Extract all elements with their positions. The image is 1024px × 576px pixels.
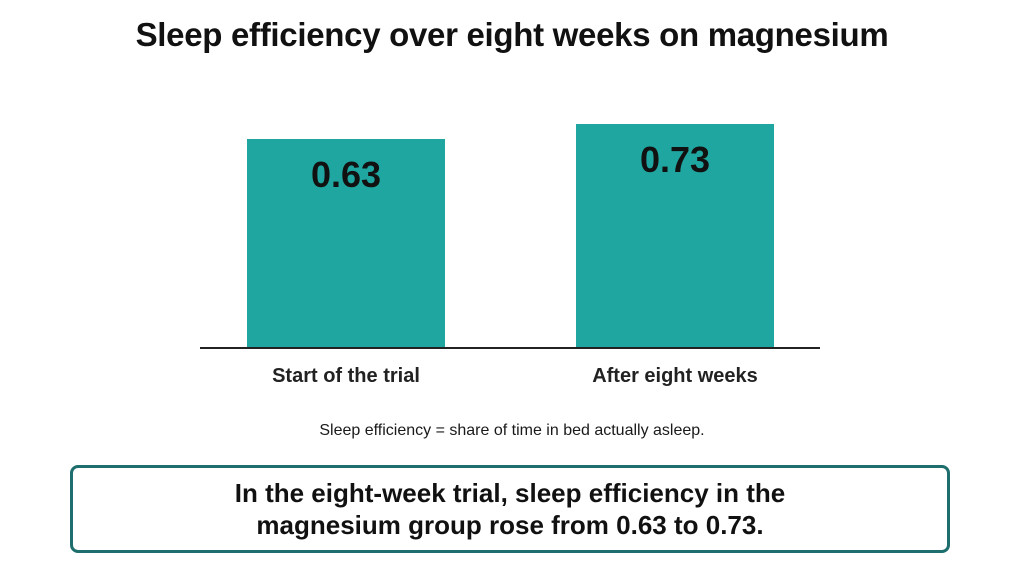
bar-chart: 0.63 Start of the trial 0.73 After eight we… [200,124,820,387]
category-label-1: Start of the trial [272,365,420,387]
bar-value-label-1: 0.63 [311,154,381,195]
definition-footnote: Sleep efficiency = share of time in bed … [319,422,705,439]
bar-value-label-2: 0.73 [640,139,710,180]
summary-callout-text: In the eight-week trial, sleep efficienc… [234,478,786,540]
category-label-2: After eight weeks [592,365,758,387]
chart-title: Sleep efficiency over eight weeks on mag… [135,16,889,53]
summary-callout-box: In the eight-week trial, sleep efficienc… [70,465,950,553]
bar-2 [576,124,774,347]
bar-1 [247,139,445,347]
